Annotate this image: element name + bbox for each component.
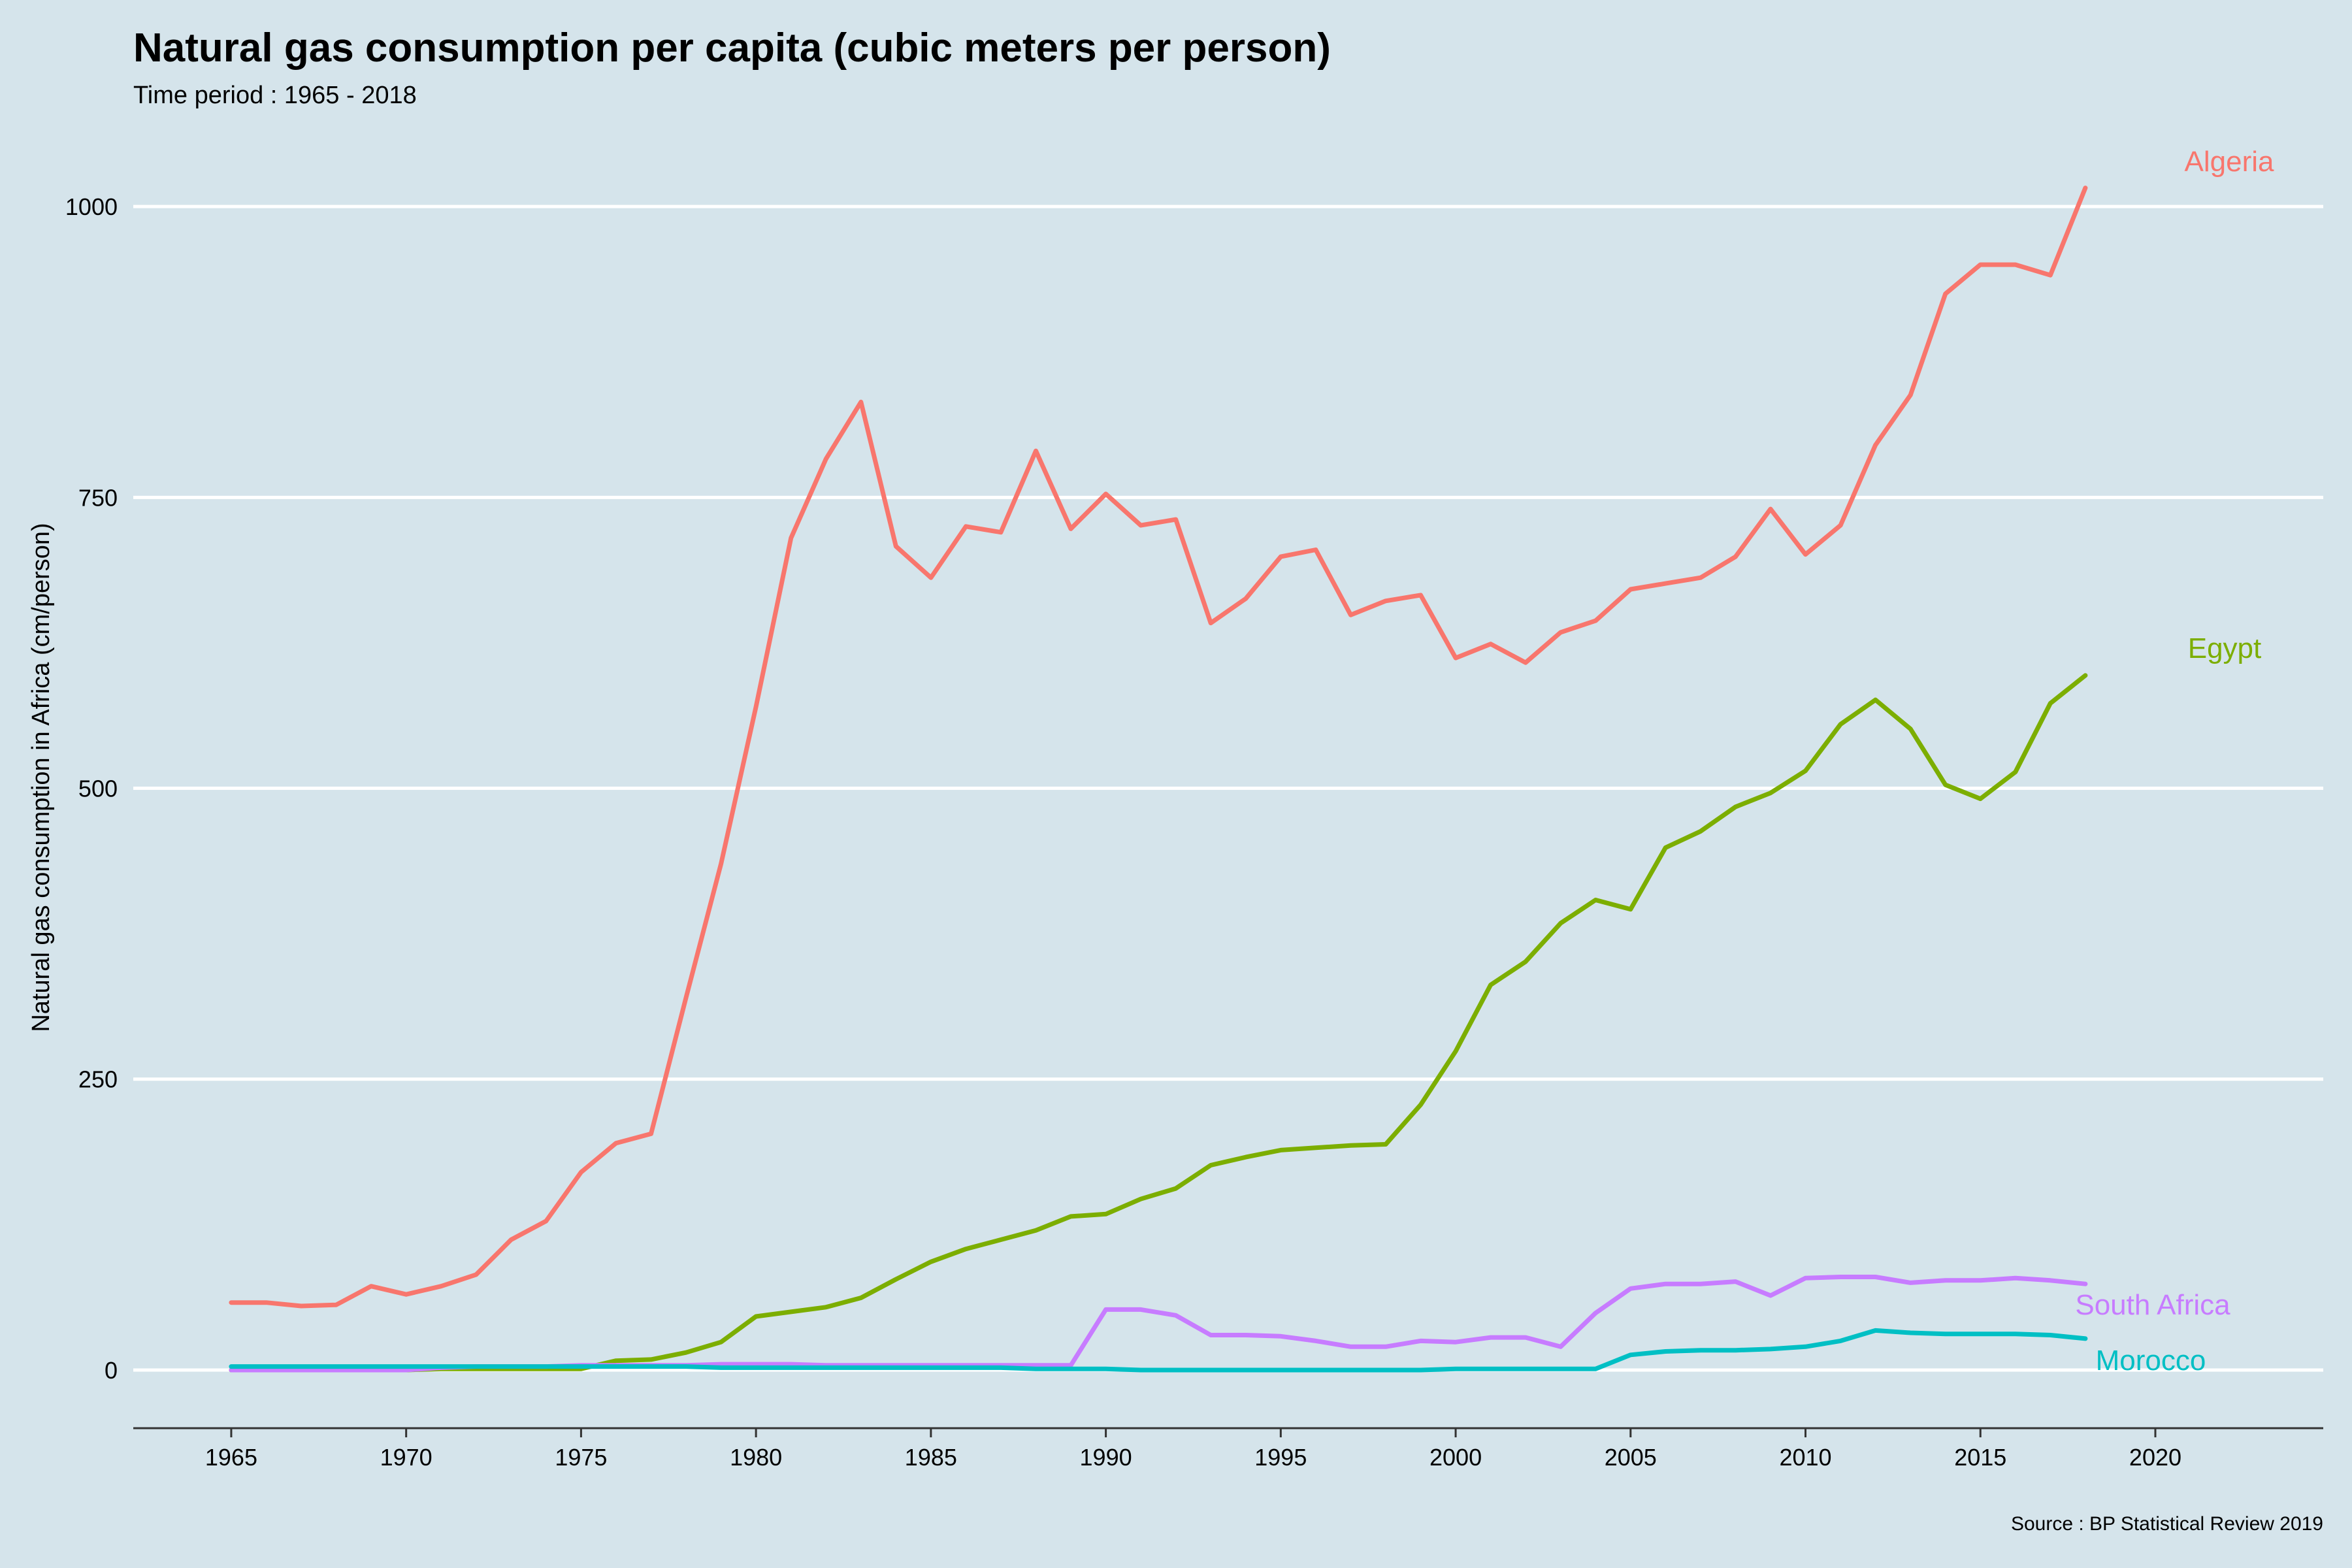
series-label-morocco: Morocco — [2096, 1345, 2206, 1377]
x-tick-label-1980: 1980 — [730, 1444, 782, 1471]
x-tick-label-1985: 1985 — [905, 1444, 957, 1471]
series-labels: Algeria Egypt South Africa Morocco — [2075, 146, 2274, 1377]
x-tick-label-2015: 2015 — [1954, 1444, 2006, 1471]
series-line-egypt — [229, 673, 2088, 1373]
series-label-south-africa: South Africa — [2075, 1289, 2230, 1321]
x-axis-ticks: 1965 1970 1975 1980 1985 1990 1995 2000 2005 2010… — [205, 1428, 2181, 1471]
chart-subtitle: Time period : 1965 - 2018 — [133, 82, 417, 109]
y-axis-ticks: 0 250 500 750 1000 — [65, 193, 118, 1384]
series-line-algeria — [229, 186, 2088, 1309]
x-tick-label-2020: 2020 — [2129, 1444, 2181, 1471]
y-tick-label-1000: 1000 — [65, 193, 118, 220]
x-tick-label-1990: 1990 — [1080, 1444, 1132, 1471]
y-tick-label-250: 250 — [78, 1066, 118, 1093]
x-tick-label-2000: 2000 — [1429, 1444, 1482, 1471]
x-tick-label-1995: 1995 — [1254, 1444, 1307, 1471]
y-tick-label-0: 0 — [105, 1357, 118, 1384]
y-tick-label-750: 750 — [78, 484, 118, 511]
y-tick-label-500: 500 — [78, 776, 118, 802]
series-label-algeria: Algeria — [2185, 146, 2274, 178]
series-label-egypt: Egypt — [2188, 632, 2262, 664]
chart-title: Natural gas consumption per capita (cubi… — [133, 25, 1331, 71]
x-tick-label-1965: 1965 — [205, 1444, 257, 1471]
x-tick-label-2005: 2005 — [1605, 1444, 1657, 1471]
x-tick-label-1970: 1970 — [380, 1444, 433, 1471]
series-line-morocco — [229, 1328, 2088, 1373]
series-lines — [229, 186, 2088, 1373]
chart-caption: Source : BP Statistical Review 2019 — [2011, 1513, 2323, 1535]
x-tick-label-2010: 2010 — [1779, 1444, 1831, 1471]
x-tick-label-1975: 1975 — [555, 1444, 607, 1471]
y-axis-label: Natural gas consumption in Africa (cm/pe… — [27, 523, 55, 1032]
